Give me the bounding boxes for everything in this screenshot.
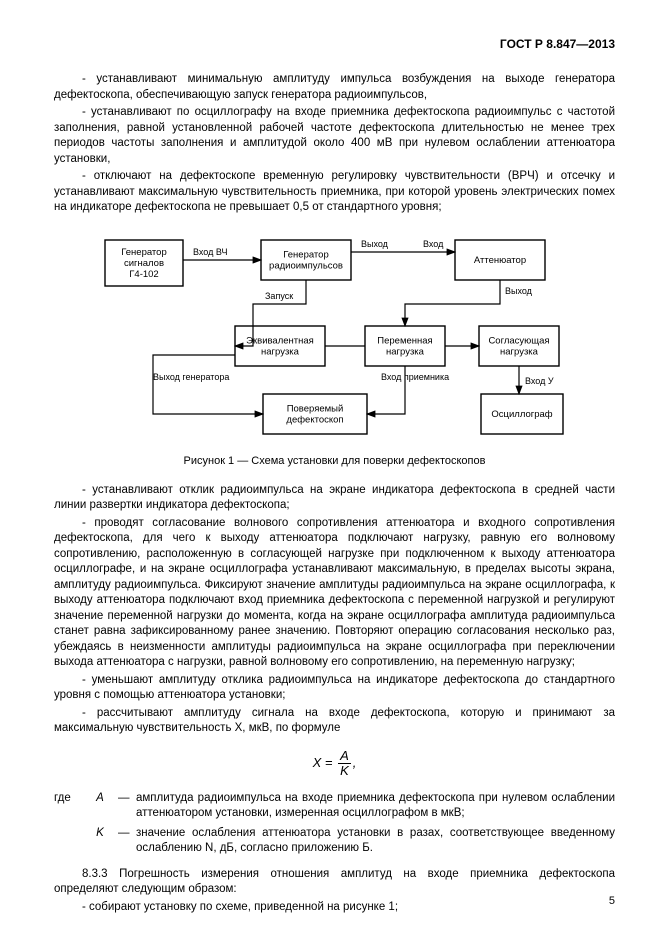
para-6: - уменьшают амплитуду отклика радиоимпул…: [54, 673, 615, 704]
para-2: - устанавливают по осциллографу на входе…: [54, 105, 615, 167]
svg-text:нагрузка: нагрузка: [261, 346, 300, 357]
svg-text:Выход генератора: Выход генератора: [153, 372, 229, 382]
where-sym-K: K: [82, 826, 118, 857]
svg-text:Выход: Выход: [505, 286, 533, 296]
doc-header: ГОСТ Р 8.847—2013: [54, 36, 615, 52]
where-block: где A — амплитуда радиоимпульса на входе…: [54, 791, 615, 857]
svg-text:Аттенюатор: Аттенюатор: [473, 255, 525, 266]
para-9: - собирают установку по схеме, приведенн…: [54, 900, 615, 916]
para-5: - проводят согласование волнового сопрот…: [54, 516, 615, 671]
formula-comma: ,: [353, 755, 357, 770]
where-dash-A: —: [118, 791, 136, 822]
svg-text:Вход У: Вход У: [525, 376, 554, 386]
svg-text:Согласующая: Согласующая: [488, 335, 549, 346]
para-8: 8.3.3 Погрешность измерения отношения ам…: [54, 867, 615, 898]
where-dash-K: —: [118, 826, 136, 857]
formula-den: K: [338, 764, 351, 778]
svg-text:нагрузка: нагрузка: [500, 346, 539, 357]
formula-left: X =: [313, 755, 333, 770]
svg-text:Г4-102: Г4-102: [129, 269, 158, 280]
formula: X = A K ,: [54, 749, 615, 779]
svg-text:Запуск: Запуск: [265, 291, 293, 301]
svg-text:дефектоскоп: дефектоскоп: [286, 414, 343, 425]
svg-text:Генератор: Генератор: [121, 247, 167, 258]
svg-text:сигналов: сигналов: [123, 258, 163, 269]
para-1: - устанавливают минимальную амплитуду им…: [54, 72, 615, 103]
para-4: - устанавливают отклик радиоимпульса на …: [54, 483, 615, 514]
svg-text:Переменная: Переменная: [377, 335, 432, 346]
page-number: 5: [609, 894, 615, 909]
where-intro: где: [54, 791, 82, 822]
formula-num: A: [338, 749, 351, 764]
svg-text:нагрузка: нагрузка: [386, 346, 425, 357]
setup-diagram: ГенераторсигналовГ4-102Генераторрадиоимп…: [85, 230, 585, 444]
svg-text:Эквивалентная: Эквивалентная: [246, 335, 314, 346]
para-7: - рассчитывают амплитуду сигнала на вход…: [54, 706, 615, 737]
where-sym-A: A: [82, 791, 118, 822]
svg-text:Вход приемника: Вход приемника: [381, 372, 449, 382]
svg-text:Выход: Выход: [361, 239, 389, 249]
svg-text:Осциллограф: Осциллограф: [491, 409, 552, 420]
where-txt-K: значение ослабления аттенюатора установк…: [136, 826, 615, 857]
where-txt-A: амплитуда радиоимпульса на входе приемни…: [136, 791, 615, 822]
svg-text:Генератор: Генератор: [283, 249, 329, 260]
para-3: - отключают на дефектоскопе временную ре…: [54, 169, 615, 216]
svg-text:Поверяемый: Поверяемый: [286, 403, 343, 414]
svg-text:Вход ВЧ: Вход ВЧ: [193, 247, 227, 257]
figure-caption: Рисунок 1 — Схема установки для поверки …: [54, 454, 615, 469]
svg-text:радиоимпульсов: радиоимпульсов: [269, 260, 343, 271]
svg-text:Вход: Вход: [423, 239, 444, 249]
